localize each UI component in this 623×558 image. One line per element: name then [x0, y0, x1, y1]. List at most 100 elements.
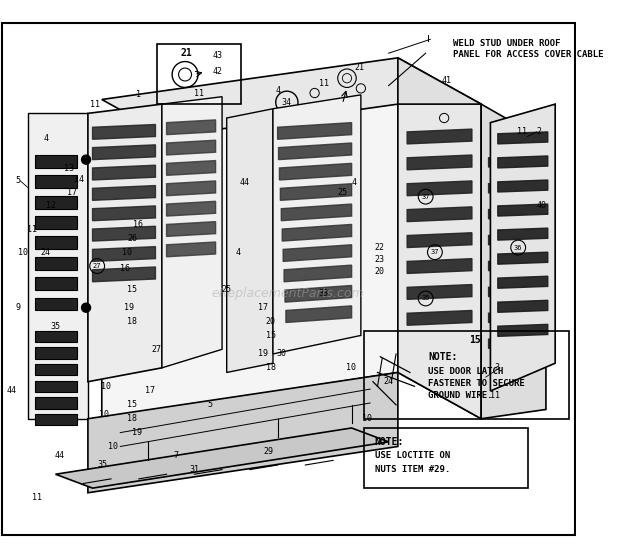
Text: 11: 11 [194, 89, 204, 98]
Polygon shape [488, 336, 538, 348]
Polygon shape [93, 226, 156, 241]
Text: 30: 30 [277, 349, 287, 358]
Text: 20: 20 [266, 317, 276, 326]
Polygon shape [498, 228, 548, 240]
Text: 35: 35 [97, 460, 107, 469]
Bar [35, 364, 77, 375]
Bar [35, 397, 77, 408]
Polygon shape [498, 180, 548, 192]
Polygon shape [498, 300, 548, 312]
Polygon shape [488, 310, 538, 323]
Polygon shape [284, 265, 351, 282]
Text: 11: 11 [90, 100, 100, 109]
Text: 24: 24 [383, 377, 393, 386]
Polygon shape [282, 204, 351, 221]
Polygon shape [102, 104, 398, 418]
Polygon shape [490, 104, 555, 391]
Polygon shape [93, 267, 156, 282]
Text: NOTE:: NOTE: [429, 352, 458, 362]
Text: 10: 10 [122, 248, 132, 257]
Polygon shape [407, 285, 472, 299]
Text: 10: 10 [18, 248, 28, 257]
Text: 26: 26 [127, 234, 137, 243]
Polygon shape [398, 104, 481, 418]
Text: 24: 24 [41, 248, 51, 257]
Text: 36: 36 [514, 244, 523, 251]
Text: 11: 11 [32, 493, 42, 502]
Bar [35, 196, 77, 209]
Text: eReplacementParts.com: eReplacementParts.com [211, 287, 364, 300]
Text: 7: 7 [173, 451, 178, 460]
Bar [35, 348, 77, 359]
Text: 25: 25 [221, 285, 231, 294]
Text: 44: 44 [7, 387, 17, 396]
Text: USE LOCTITE ON: USE LOCTITE ON [375, 451, 450, 460]
Text: 19: 19 [259, 349, 269, 358]
Bar [35, 381, 77, 392]
Text: 4: 4 [351, 178, 356, 187]
Polygon shape [88, 104, 162, 382]
Circle shape [82, 303, 91, 312]
Text: 15: 15 [266, 331, 276, 340]
Polygon shape [488, 233, 538, 245]
Text: 15: 15 [469, 335, 480, 345]
Polygon shape [407, 129, 472, 144]
Bar [35, 155, 77, 168]
Text: 17: 17 [67, 187, 77, 196]
Text: 15: 15 [127, 400, 137, 410]
Text: 27: 27 [93, 263, 102, 269]
Text: 12: 12 [46, 201, 56, 210]
Text: 10: 10 [101, 382, 111, 391]
Text: 10: 10 [346, 363, 356, 372]
Polygon shape [166, 161, 216, 175]
Polygon shape [407, 155, 472, 170]
Polygon shape [280, 163, 351, 180]
Bar [35, 331, 77, 342]
Polygon shape [166, 201, 216, 216]
Polygon shape [498, 132, 548, 144]
Polygon shape [93, 165, 156, 180]
Polygon shape [282, 224, 351, 241]
Polygon shape [273, 95, 361, 354]
Text: 25: 25 [337, 187, 347, 196]
Text: 17: 17 [259, 303, 269, 312]
Text: 35: 35 [421, 295, 430, 301]
Text: 21: 21 [354, 62, 364, 71]
Text: 44: 44 [240, 178, 250, 187]
Text: USE DOOR LATCH: USE DOOR LATCH [429, 367, 503, 376]
Text: 16: 16 [133, 220, 143, 229]
Text: NUTS ITEM #29.: NUTS ITEM #29. [375, 465, 450, 474]
Polygon shape [488, 207, 538, 219]
Polygon shape [93, 206, 156, 221]
Polygon shape [166, 140, 216, 155]
Text: 10: 10 [108, 442, 118, 451]
Circle shape [82, 155, 91, 164]
Text: 10: 10 [362, 414, 372, 423]
Polygon shape [498, 204, 548, 216]
Polygon shape [102, 58, 481, 146]
Text: 42: 42 [213, 67, 223, 76]
Polygon shape [93, 124, 156, 140]
Polygon shape [93, 145, 156, 160]
Text: 43: 43 [213, 51, 223, 60]
Text: 23: 23 [374, 255, 384, 264]
Polygon shape [166, 181, 216, 196]
Text: 40: 40 [536, 201, 546, 210]
Polygon shape [498, 156, 548, 168]
Polygon shape [166, 120, 216, 134]
Text: 44: 44 [55, 451, 65, 460]
Text: 18: 18 [127, 414, 137, 423]
Text: 3: 3 [495, 363, 500, 372]
Polygon shape [162, 97, 222, 368]
Text: 37: 37 [430, 249, 439, 255]
Text: 1: 1 [136, 90, 141, 99]
Text: 18: 18 [266, 363, 276, 372]
Polygon shape [283, 245, 351, 261]
Bar [157, 44, 240, 104]
Text: 4: 4 [235, 248, 240, 257]
Text: FASTENER TO SECURE: FASTENER TO SECURE [429, 379, 525, 388]
Text: 13: 13 [64, 165, 74, 174]
Text: WELD STUD UNDER ROOF
PANEL FOR ACCESS COVER CABLE: WELD STUD UNDER ROOF PANEL FOR ACCESS CO… [454, 40, 604, 59]
Polygon shape [278, 143, 351, 160]
Text: 11: 11 [27, 224, 37, 234]
